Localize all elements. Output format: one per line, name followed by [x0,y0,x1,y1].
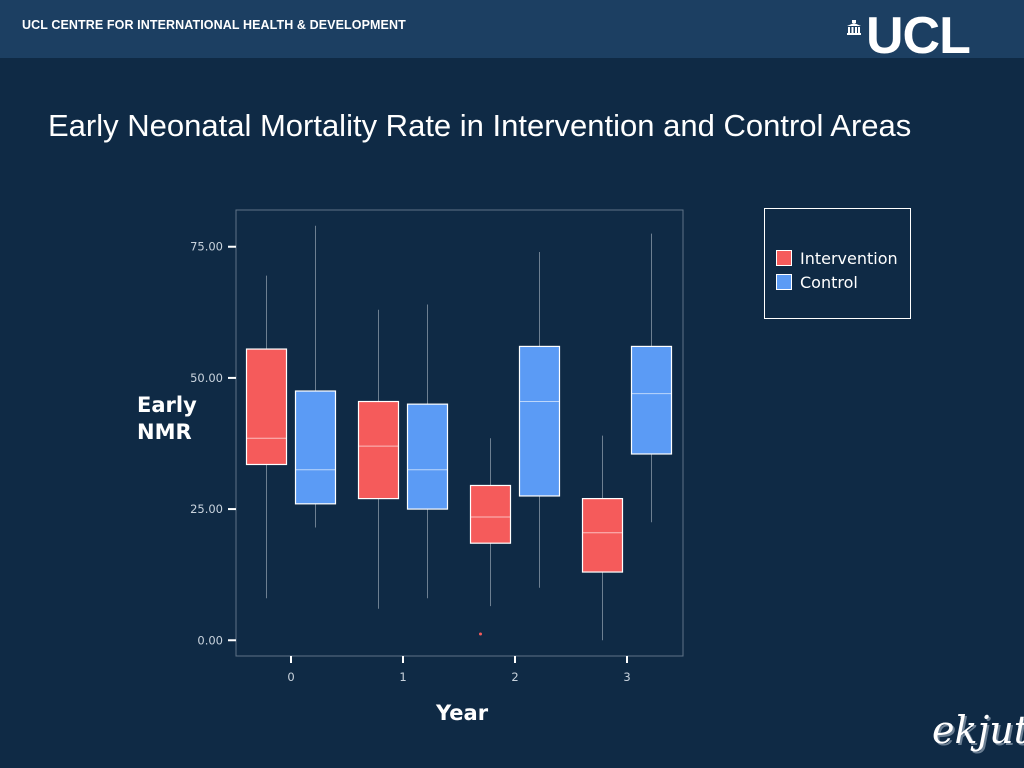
y-axis-label-line: NMR [137,420,192,444]
x-tick-label: 3 [623,670,630,684]
legend-label-intervention: Intervention [800,248,898,268]
x-axis-label: Year [436,701,489,725]
x-tick-label: 2 [511,670,518,684]
logo-text: UCL [866,7,971,65]
y-axis-label: Early NMR [137,392,197,446]
x-tick-label: 0 [287,670,294,684]
box-intervention [581,497,624,573]
y-tick-label: 75.00 [190,240,223,254]
y-axis-label-line: Early [137,393,197,417]
y-tick-label: 50.00 [190,371,223,385]
org-name: UCL CENTRE FOR INTERNATIONAL HEALTH & DE… [22,18,406,32]
legend-swatch-intervention [776,250,792,266]
box-control [630,345,673,455]
ekjut-logo: ekjut [932,708,1024,752]
chart-title: Early Neonatal Mortality Rate in Interve… [48,108,912,143]
y-tick-label: 25.00 [190,502,223,516]
plot-panel [235,209,684,657]
legend-item-intervention: Intervention [776,248,898,268]
box-intervention [245,348,288,466]
legend-swatch-control [776,274,792,290]
legend: Intervention Control [764,208,911,319]
portico-icon [847,20,861,35]
box-intervention [357,400,400,500]
box-intervention [469,484,512,544]
y-tick-label: 0.00 [197,633,223,647]
box-control [406,403,449,510]
x-tick-label: 1 [399,670,406,684]
legend-label-control: Control [800,272,858,292]
legend-item-control: Control [776,272,858,292]
box-control [518,345,561,497]
outlier-intervention [479,632,482,636]
box-control [294,390,337,505]
header-bar: UCL CENTRE FOR INTERNATIONAL HEALTH & DE… [0,0,1024,65]
